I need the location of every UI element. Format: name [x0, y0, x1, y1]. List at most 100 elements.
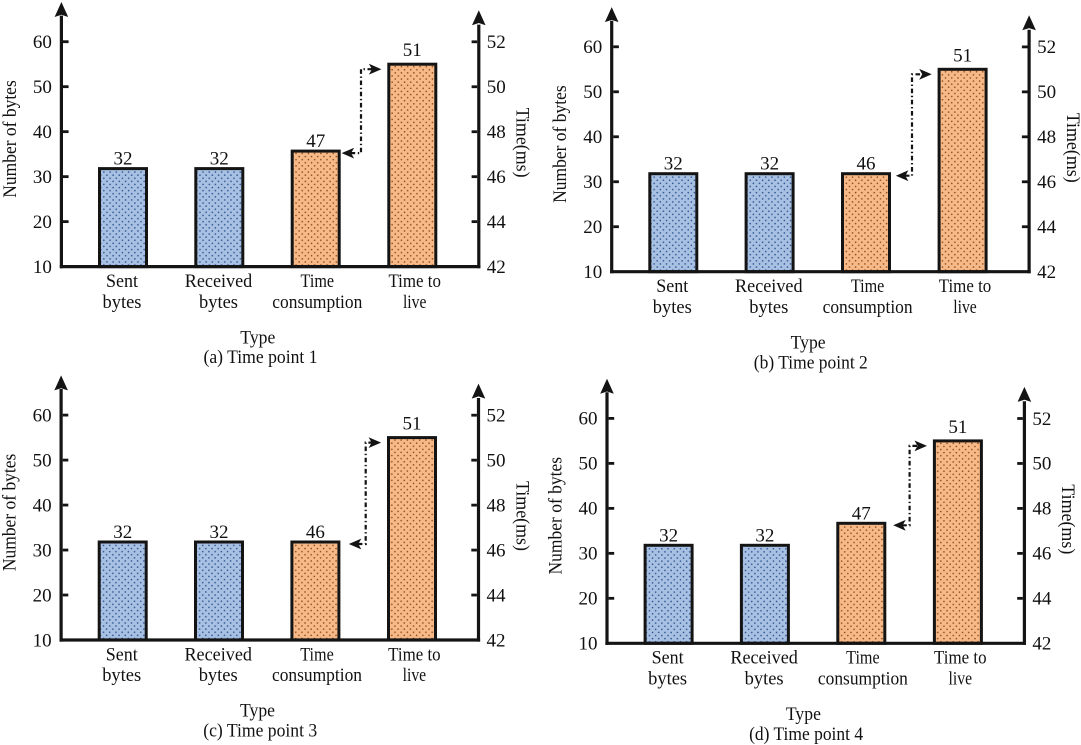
- svg-text:52: 52: [1032, 409, 1051, 430]
- svg-text:50: 50: [33, 450, 52, 471]
- svg-text:bytes: bytes: [745, 669, 784, 690]
- svg-text:32: 32: [664, 154, 683, 175]
- svg-text:44: 44: [487, 212, 507, 233]
- svg-text:51: 51: [403, 414, 422, 435]
- svg-text:50: 50: [1037, 82, 1056, 103]
- svg-text:60: 60: [579, 409, 598, 430]
- svg-text:42: 42: [487, 630, 506, 651]
- svg-text:(c) Time point 3: (c) Time point 3: [203, 721, 317, 742]
- svg-text:44: 44: [1032, 589, 1052, 610]
- svg-text:50: 50: [487, 77, 506, 98]
- svg-text:47: 47: [852, 503, 871, 524]
- svg-text:bytes: bytes: [103, 292, 142, 313]
- svg-text:20: 20: [579, 589, 598, 610]
- svg-text:Type: Type: [786, 704, 821, 725]
- svg-text:Time(ms): Time(ms): [512, 108, 533, 178]
- svg-text:bytes: bytes: [749, 297, 788, 318]
- svg-text:consumption: consumption: [272, 292, 362, 313]
- svg-text:Sent: Sent: [656, 276, 689, 297]
- svg-text:Type: Type: [240, 701, 275, 722]
- svg-text:Number of bytes: Number of bytes: [0, 80, 21, 198]
- svg-text:32: 32: [114, 149, 133, 170]
- svg-text:30: 30: [33, 167, 52, 188]
- svg-text:48: 48: [1032, 499, 1051, 520]
- svg-text:Received: Received: [730, 648, 798, 669]
- svg-text:20: 20: [33, 585, 52, 606]
- svg-text:44: 44: [487, 585, 507, 606]
- svg-text:(b) Time point 2: (b) Time point 2: [754, 352, 868, 373]
- svg-text:Time: Time: [300, 644, 334, 665]
- svg-text:50: 50: [583, 82, 602, 103]
- svg-text:20: 20: [583, 217, 602, 238]
- svg-text:Time to: Time to: [934, 648, 987, 669]
- svg-text:Time: Time: [301, 271, 335, 292]
- svg-text:46: 46: [1032, 544, 1051, 565]
- svg-text:46: 46: [1037, 172, 1056, 193]
- svg-text:Number of bytes: Number of bytes: [550, 85, 571, 203]
- svg-text:20: 20: [33, 212, 52, 233]
- svg-text:60: 60: [33, 32, 52, 53]
- svg-text:32: 32: [113, 522, 132, 543]
- svg-text:30: 30: [583, 172, 602, 193]
- svg-text:51: 51: [953, 45, 972, 66]
- svg-text:10: 10: [33, 257, 52, 278]
- svg-text:51: 51: [403, 40, 422, 61]
- svg-text:bytes: bytes: [199, 665, 238, 686]
- svg-text:48: 48: [1037, 127, 1056, 148]
- svg-text:(a) Time point 1: (a) Time point 1: [204, 347, 318, 368]
- svg-text:42: 42: [1037, 262, 1056, 283]
- svg-text:44: 44: [1037, 217, 1057, 238]
- svg-text:Type: Type: [240, 327, 275, 348]
- svg-text:Time(ms): Time(ms): [1057, 484, 1078, 554]
- svg-text:60: 60: [33, 405, 52, 426]
- svg-text:46: 46: [487, 540, 506, 561]
- svg-text:47: 47: [306, 131, 325, 152]
- svg-text:50: 50: [579, 454, 598, 475]
- svg-text:Received: Received: [735, 276, 803, 297]
- svg-text:(d) Time point 4: (d) Time point 4: [749, 724, 863, 745]
- svg-text:consumption: consumption: [272, 665, 362, 686]
- svg-text:52: 52: [1037, 37, 1056, 58]
- svg-text:bytes: bytes: [653, 297, 692, 318]
- svg-text:Number of bytes: Number of bytes: [546, 457, 567, 575]
- svg-text:51: 51: [948, 417, 967, 438]
- svg-text:50: 50: [33, 77, 52, 98]
- svg-text:Number of bytes: Number of bytes: [0, 454, 21, 572]
- svg-text:50: 50: [487, 450, 506, 471]
- svg-text:32: 32: [210, 149, 229, 170]
- svg-text:46: 46: [306, 522, 325, 543]
- svg-text:30: 30: [579, 544, 598, 565]
- svg-text:42: 42: [487, 257, 506, 278]
- svg-text:live: live: [949, 669, 973, 690]
- svg-text:52: 52: [487, 32, 506, 53]
- svg-text:40: 40: [33, 122, 52, 143]
- svg-text:Received: Received: [184, 644, 252, 665]
- svg-text:40: 40: [583, 127, 602, 148]
- svg-text:52: 52: [487, 406, 506, 427]
- svg-text:Type: Type: [791, 332, 826, 353]
- svg-text:bytes: bytes: [102, 665, 141, 686]
- svg-text:10: 10: [579, 634, 598, 655]
- svg-text:Time: Time: [851, 276, 885, 297]
- svg-text:Time to: Time to: [939, 276, 992, 297]
- svg-text:Time(ms): Time(ms): [1062, 113, 1081, 183]
- svg-text:46: 46: [857, 154, 876, 175]
- svg-text:60: 60: [583, 37, 602, 58]
- svg-text:10: 10: [33, 630, 52, 651]
- svg-text:consumption: consumption: [818, 669, 908, 690]
- svg-text:Sent: Sent: [106, 644, 139, 665]
- svg-text:40: 40: [33, 495, 52, 516]
- svg-text:live: live: [953, 297, 977, 318]
- svg-text:live: live: [403, 292, 427, 313]
- svg-text:48: 48: [487, 122, 506, 143]
- svg-text:Time: Time: [846, 648, 880, 669]
- svg-text:50: 50: [1032, 454, 1051, 475]
- svg-text:46: 46: [487, 167, 506, 188]
- svg-text:live: live: [403, 665, 427, 686]
- svg-text:48: 48: [487, 495, 506, 516]
- svg-text:bytes: bytes: [648, 669, 687, 690]
- svg-text:32: 32: [760, 154, 779, 175]
- svg-text:32: 32: [755, 525, 774, 546]
- svg-text:Sent: Sent: [652, 648, 685, 669]
- svg-text:consumption: consumption: [823, 297, 913, 318]
